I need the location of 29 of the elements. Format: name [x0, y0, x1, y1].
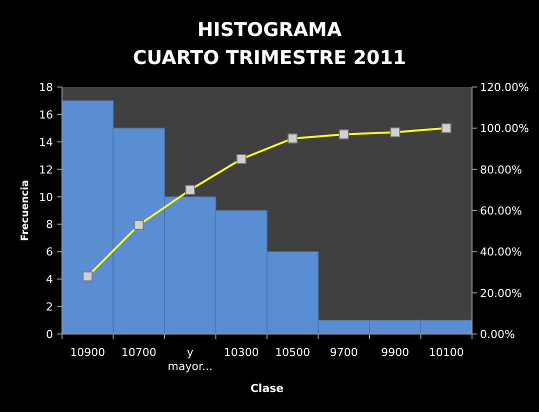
- y-tick-label: 0: [46, 328, 53, 341]
- x-tick-label: 10700: [121, 346, 156, 359]
- x-tick-label: 10500: [275, 346, 310, 359]
- y-tick-label: 2: [46, 300, 53, 314]
- y-tick-label: 10: [39, 190, 53, 204]
- y-tick-label: 16: [39, 108, 53, 122]
- y-tick-label: 18: [39, 81, 53, 94]
- x-tick-label: 9700: [330, 346, 358, 359]
- y-tick-label: 12: [39, 163, 53, 176]
- chart-subtitle: CUARTO TRIMESTRE 2011: [132, 47, 406, 69]
- y-tick-label: 6: [46, 246, 53, 259]
- y2-tick-label: 20.00%: [480, 286, 522, 300]
- y-tick-label: 14: [39, 136, 53, 149]
- y2-tick-label: 80.00%: [480, 163, 522, 176]
- x-tick-label: 10300: [224, 346, 259, 359]
- x-axis-title: Clase: [250, 382, 284, 395]
- x-tick-label: y mayor...: [168, 346, 212, 373]
- y2-tick-label: 0.00%: [480, 328, 515, 341]
- x-tick-label: 10100: [428, 346, 464, 359]
- y-axis-title: Frecuencia: [20, 180, 31, 241]
- chart-title: HISTOGRAMA: [197, 19, 342, 41]
- y2-tick-label: 100.00%: [480, 122, 529, 136]
- y-tick-label: 4: [46, 273, 53, 286]
- y-tick-label: 8: [46, 218, 53, 232]
- y2-tick-label: 120.00%: [480, 81, 529, 94]
- x-tick-label: 9900: [381, 346, 410, 359]
- y2-tick-label: 40.00%: [480, 246, 522, 259]
- y2-tick-label: 60.00%: [480, 204, 522, 218]
- x-tick-label: 10900: [70, 346, 106, 359]
